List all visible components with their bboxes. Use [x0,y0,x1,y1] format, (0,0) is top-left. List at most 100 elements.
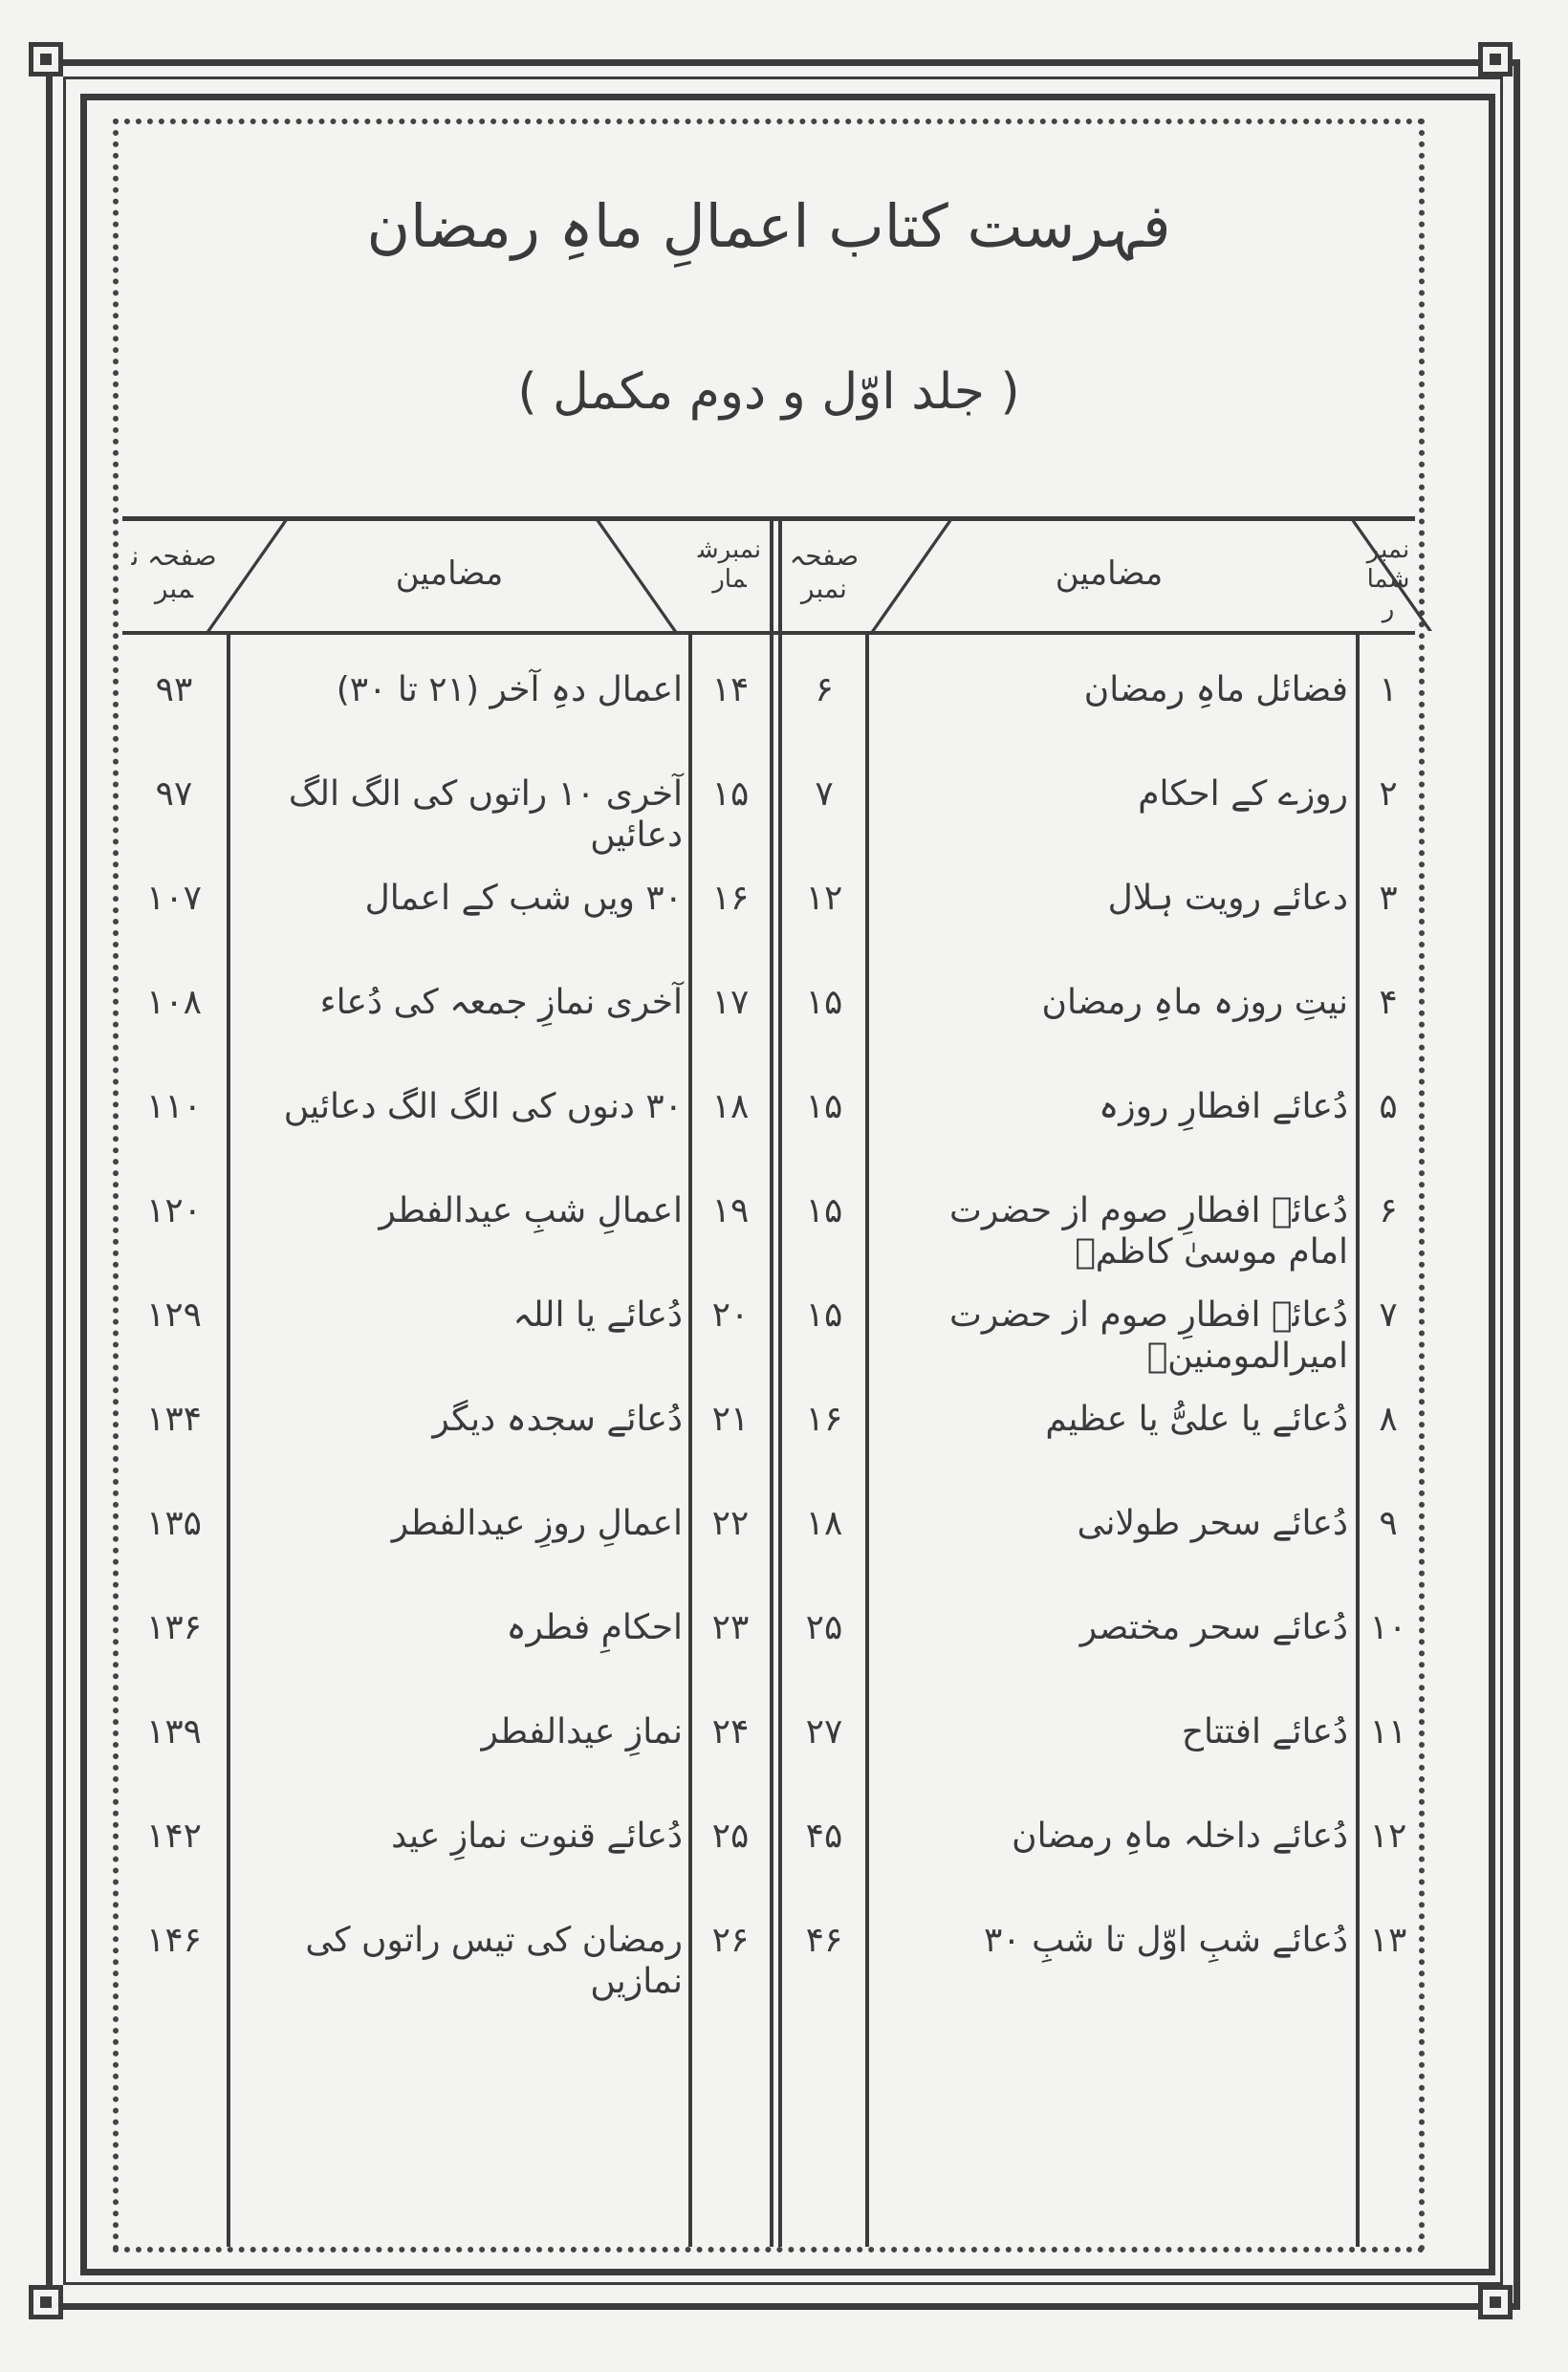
corner-ornament [1478,2285,1513,2319]
entry-number: ۲۴ [711,1712,750,1752]
entry-subject: اعمالِ شبِ عیدالفطر [379,1191,683,1230]
header-divider [122,631,1415,635]
header-subject-right: مضامین [1055,555,1164,593]
entry-page: ۱۵ [805,983,843,1022]
entry-page: ۷ [815,774,834,814]
entry-number: ۶ [1379,1191,1398,1230]
middle-border [63,76,1503,2285]
entry-number: ۲۵ [711,1817,750,1856]
header-page-right: صفحہ نمبر [789,540,860,604]
entry-page: ۱۵ [805,1295,843,1335]
entry-subject: احکامِ فطرہ [506,1608,683,1647]
header-box [122,128,1415,521]
column-divider [688,631,692,2247]
entry-subject: دُعائے قنوت نمازِ عید [391,1817,683,1856]
entry-page: ۱۳۶ [145,1608,202,1647]
inner-border [80,94,1495,2275]
entry-number: ۴ [1379,983,1398,1022]
entry-subject: ۳۰ دنوں کی الگ الگ دعائیں [283,1087,683,1126]
entry-subject: دعائے رویت ہلال [1107,879,1348,918]
center-divider [770,516,773,2247]
header-subject-left: مضامین [395,555,504,593]
entry-number: ۷ [1379,1295,1398,1335]
entry-page: ۱۳۴ [145,1400,202,1439]
entry-page: ۱۴۶ [145,1921,202,1960]
entry-page: ۱۵ [805,1191,843,1230]
page-subtitle: ( جلد اوّل و دوم مکمل ) [517,363,1020,421]
entry-number: ۲۶ [711,1921,750,1960]
entry-subject: دُعائے افطارِ صوم از حضرت امیرالمومنینؑ [948,1295,1348,1377]
column-divider [865,631,869,2247]
entry-page: ۹۳ [155,670,193,709]
entry-number: ۱۷ [711,983,750,1022]
entry-number: ۸ [1379,1400,1398,1439]
entry-subject: ۳۰ ویں شب کے اعمال [364,879,683,918]
entry-subject: دُعائے سحر مختصر [1079,1608,1348,1647]
corner-ornament [1478,42,1513,76]
entry-subject: دُعائے افتتاح [1181,1712,1348,1752]
entry-page: ۱۴۲ [145,1817,202,1856]
entry-number: ۳ [1379,879,1398,918]
entry-number: ۲۰ [711,1295,750,1335]
entry-page: ۱۲۹ [145,1295,202,1335]
entry-page: ۱۸ [805,1504,843,1543]
entry-subject: دُعائے افطارِ صوم از حضرت امام موسیٰ کاظ… [948,1191,1348,1273]
entry-number: ۲۱ [711,1400,750,1439]
entry-page: ۴۵ [805,1817,843,1856]
entry-subject: دُعائے یا علیُّ یا عظیم [1045,1400,1348,1439]
entry-page: ۱۳۹ [145,1712,202,1752]
entry-page: ۱۳۵ [145,1504,202,1543]
entry-subject: روزے کے احکام [1138,774,1348,814]
corner-ornament [29,42,63,76]
entry-subject: نیتِ روزہ ماہِ رمضان [1041,983,1348,1022]
entry-page: ۱۵ [805,1087,843,1126]
header-page-left: صفحہ نمبر [131,540,217,604]
entry-page: ۱۰۸ [145,983,202,1022]
entry-number: ۱۴ [711,670,750,709]
entry-subject: دُعائے سجدہ دیگر [432,1400,683,1439]
entry-page: ۲۷ [805,1712,843,1752]
entry-page: ۱۲ [805,879,843,918]
entry-subject: دُعائے سحر طولانی [1077,1504,1348,1543]
entry-subject: دُعائے داخلہ ماہِ رمضان [1012,1817,1348,1856]
entry-number: ۱۵ [711,774,750,814]
entry-number: ۱۸ [711,1087,750,1126]
entry-subject: اعمالِ روزِ عیدالفطر [391,1504,683,1543]
entry-page: ۱۶ [805,1400,843,1439]
entry-number: ۱۰ [1369,1608,1407,1647]
center-divider [778,516,782,2247]
corner-ornament [29,2285,63,2319]
entry-number: ۱۱ [1369,1712,1407,1752]
entry-subject: اعمال دہِ آخر (۲۱ تا ۳۰) [336,670,683,709]
header-number-left: نمبرشمار [697,535,762,595]
column-divider [227,631,230,2247]
entry-page: ۹۷ [155,774,193,814]
entry-number: ۵ [1379,1087,1398,1126]
outer-border [46,59,1520,2310]
entry-subject: دُعائے افطارِ روزہ [1099,1087,1348,1126]
page-title: فہرست کتاب اعمالِ ماہِ رمضان [366,191,1171,261]
entry-subject: دُعائے شبِ اوّل تا شبِ ۳۰ [983,1921,1348,1960]
entry-subject: فضائل ماہِ رمضان [1083,670,1348,709]
entry-subject: آخری ۱۰ راتوں کی الگ الگ دعائیں [288,774,683,856]
column-divider [1356,631,1360,2247]
entry-subject: دُعائے یا اللہ [512,1295,683,1335]
entry-number: ۲۳ [711,1608,750,1647]
bead-border [113,119,1425,2252]
entry-subject: نمازِ عیدالفطر [481,1712,683,1752]
entry-page: ۱۱۰ [145,1087,202,1126]
header-number-right: نمبرشمار [1366,535,1410,624]
entry-subject: رمضان کی تیس راتوں کی نمازیں [305,1921,683,2002]
entry-number: ۱۶ [711,879,750,918]
entry-number: ۱۹ [711,1191,750,1230]
entry-page: ۱۰۷ [145,879,202,918]
entry-number: ۱۳ [1369,1921,1407,1960]
entry-page: ۶ [815,670,834,709]
entry-subject: آخری نمازِ جمعہ کی دُعاء [319,983,683,1022]
entry-number: ۱ [1379,670,1398,709]
entry-page: ۲۵ [805,1608,843,1647]
entry-number: ۲۲ [711,1504,750,1543]
entry-number: ۹ [1379,1504,1398,1543]
entry-page: ۱۲۰ [145,1191,202,1230]
entry-page: ۴۶ [805,1921,843,1960]
